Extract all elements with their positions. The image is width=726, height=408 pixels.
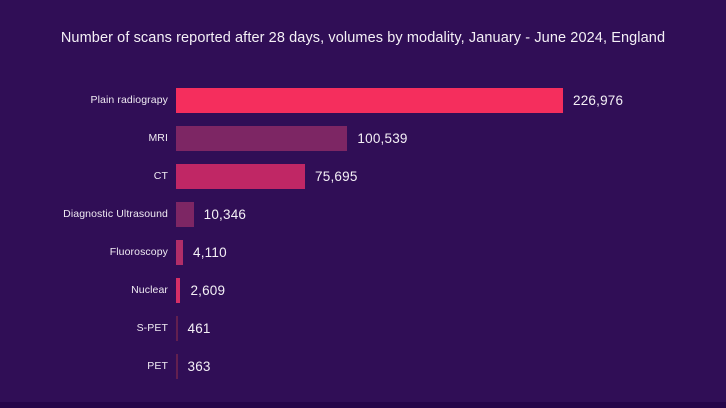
category-label: CT: [153, 170, 168, 182]
bar-fluoroscopy: [176, 239, 183, 265]
bar-diagnostic-ultrasound: [176, 201, 194, 227]
bar-row-ct: CT 75,695: [0, 157, 726, 195]
bar-row-mri: MRI 100,539: [0, 119, 726, 157]
value-label: 2,609: [190, 282, 226, 298]
bar-track: 75,695: [176, 157, 726, 195]
bar-pet: [176, 353, 178, 379]
bar-track: 461: [176, 309, 726, 347]
bar-row-nuclear: Nuclear 2,609: [0, 271, 726, 309]
bar-row-fluoroscopy: Fluoroscopy 4,110: [0, 233, 726, 271]
bar-row-pet: PET 363: [0, 347, 726, 385]
chart-title: Number of scans reported after 28 days, …: [60, 30, 666, 46]
category-label: Fluoroscopy: [109, 246, 168, 258]
bar-chart: Plain radiograpy 226,976 MRI 100,539 CT …: [0, 81, 726, 385]
value-label: 226,976: [573, 92, 624, 108]
category-label: Plain radiograpy: [90, 94, 168, 106]
value-label: 75,695: [315, 168, 358, 184]
bar-plain-radiography: [176, 87, 563, 113]
bar-track: 2,609: [176, 271, 726, 309]
category-label: MRI: [148, 132, 168, 144]
value-label: 10,346: [203, 206, 247, 222]
category-label: PET: [147, 360, 168, 372]
bar-s-pet: [176, 315, 178, 341]
bar-row-diagnostic-ultrasound: Diagnostic Ultrasound 10,346: [0, 195, 726, 233]
bar-nuclear: [176, 277, 181, 303]
bar-mri: [176, 125, 348, 151]
bar-row-s-pet: S-PET 461: [0, 309, 726, 347]
bar-ct: [176, 163, 306, 189]
category-label: Nuclear: [131, 284, 168, 296]
bar-row-plain-radiography: Plain radiograpy 226,976: [0, 81, 726, 119]
bar-track: 4,110: [176, 233, 726, 271]
bar-track: 363: [176, 347, 726, 385]
bar-track: 10,346: [176, 195, 726, 233]
value-label: 100,539: [357, 130, 408, 146]
footer-strip: [0, 402, 726, 408]
category-label: S-PET: [136, 322, 168, 334]
value-label: 4,110: [193, 244, 227, 260]
bar-track: 226,976: [176, 81, 726, 119]
value-label: 363: [187, 358, 211, 374]
bar-track: 100,539: [176, 119, 726, 157]
value-label: 461: [187, 320, 211, 336]
category-label: Diagnostic Ultrasound: [63, 208, 168, 220]
